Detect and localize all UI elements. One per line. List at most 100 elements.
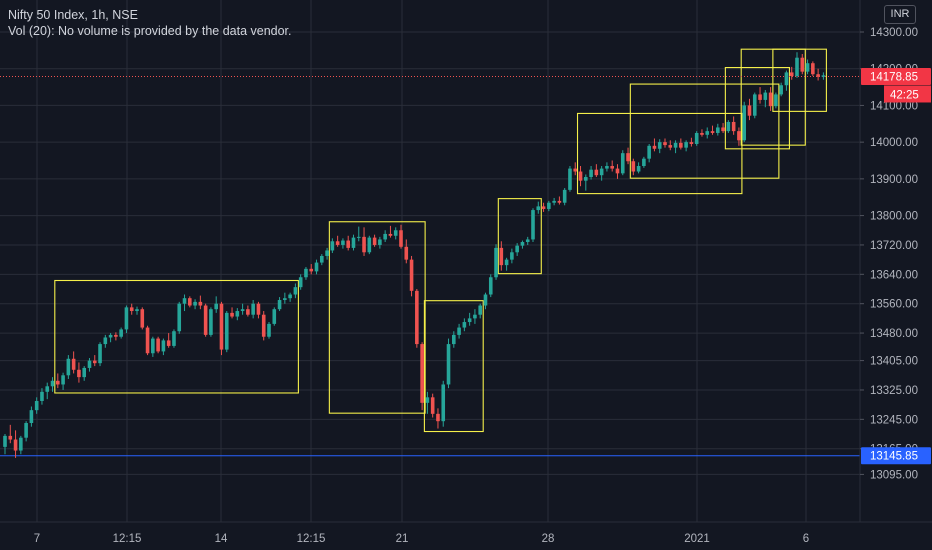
candle[interactable]: [584, 174, 588, 191]
candle[interactable]: [573, 162, 578, 176]
candle[interactable]: [156, 336, 160, 354]
candle[interactable]: [34, 397, 39, 414]
candle[interactable]: [161, 338, 166, 356]
candle[interactable]: [420, 342, 424, 411]
candle[interactable]: [510, 248, 514, 264]
candle[interactable]: [657, 139, 662, 154]
candle[interactable]: [605, 162, 609, 172]
candle[interactable]: [372, 234, 377, 247]
candle[interactable]: [515, 243, 519, 256]
candle[interactable]: [13, 430, 18, 458]
candle[interactable]: [499, 241, 504, 271]
candle[interactable]: [700, 129, 704, 137]
candle[interactable]: [108, 333, 113, 343]
candle[interactable]: [367, 235, 372, 255]
candle[interactable]: [684, 140, 688, 152]
candle[interactable]: [283, 292, 287, 304]
candle[interactable]: [209, 307, 213, 337]
candle[interactable]: [24, 421, 28, 442]
rectangle-drawing[interactable]: [54, 279, 299, 394]
candle[interactable]: [599, 166, 604, 181]
candle[interactable]: [188, 296, 192, 308]
candle[interactable]: [203, 303, 208, 337]
candle[interactable]: [298, 274, 303, 290]
candle[interactable]: [29, 406, 34, 427]
rectangle-drawing[interactable]: [423, 300, 484, 433]
candle[interactable]: [172, 329, 176, 348]
candle[interactable]: [568, 166, 572, 192]
candle[interactable]: [716, 123, 720, 136]
candle[interactable]: [98, 342, 102, 367]
candle[interactable]: [758, 87, 762, 104]
candle[interactable]: [356, 226, 361, 242]
candle[interactable]: [520, 240, 525, 249]
horizontal-level-tag[interactable]: 13145.85: [861, 447, 931, 465]
candle[interactable]: [261, 311, 266, 341]
candle[interactable]: [335, 235, 340, 247]
candle[interactable]: [114, 332, 118, 341]
candle[interactable]: [71, 351, 76, 374]
candle[interactable]: [92, 355, 97, 367]
candle[interactable]: [129, 303, 134, 315]
candle[interactable]: [626, 147, 630, 165]
candle[interactable]: [240, 303, 245, 315]
candle[interactable]: [77, 362, 81, 383]
candle[interactable]: [679, 138, 683, 150]
candle[interactable]: [642, 156, 646, 168]
candle[interactable]: [631, 158, 636, 176]
candle[interactable]: [805, 59, 810, 75]
candle[interactable]: [267, 322, 271, 339]
candle[interactable]: [462, 318, 467, 332]
candlestick-series[interactable]: [3, 52, 826, 458]
candle[interactable]: [452, 331, 456, 348]
candle[interactable]: [277, 297, 282, 312]
candle[interactable]: [689, 137, 694, 147]
candle[interactable]: [821, 72, 826, 80]
candle[interactable]: [504, 257, 509, 271]
candle[interactable]: [145, 325, 150, 356]
candle[interactable]: [404, 239, 409, 264]
symbol-title[interactable]: Nifty 50 Index, 1h, NSE: [8, 8, 138, 22]
candle[interactable]: [488, 274, 493, 298]
candle[interactable]: [441, 380, 446, 427]
candle[interactable]: [430, 393, 435, 418]
candle[interactable]: [393, 227, 398, 240]
candle[interactable]: [636, 162, 641, 174]
candle[interactable]: [135, 306, 139, 315]
candle[interactable]: [19, 435, 23, 455]
candle[interactable]: [795, 52, 799, 78]
candle[interactable]: [314, 259, 319, 275]
candle[interactable]: [140, 307, 145, 330]
candle[interactable]: [409, 255, 414, 297]
candle[interactable]: [494, 244, 498, 280]
candle[interactable]: [325, 247, 329, 260]
candle[interactable]: [811, 61, 815, 77]
rectangle-drawing[interactable]: [629, 83, 780, 179]
candle[interactable]: [525, 236, 530, 245]
candle[interactable]: [251, 300, 255, 319]
candle[interactable]: [351, 234, 356, 251]
candle[interactable]: [789, 66, 794, 80]
candle[interactable]: [193, 299, 197, 310]
rectangle-drawing[interactable]: [576, 112, 743, 195]
candle[interactable]: [182, 294, 187, 312]
candle[interactable]: [288, 292, 292, 302]
candle[interactable]: [731, 116, 736, 135]
candle[interactable]: [119, 327, 123, 339]
candle[interactable]: [330, 238, 335, 254]
candle[interactable]: [45, 382, 50, 400]
candle[interactable]: [219, 301, 224, 356]
candle[interactable]: [594, 164, 599, 178]
rectangle-drawings[interactable]: [54, 48, 827, 433]
candle[interactable]: [478, 303, 482, 319]
candle[interactable]: [214, 296, 218, 313]
candle[interactable]: [198, 295, 203, 310]
candle[interactable]: [552, 197, 556, 206]
candle[interactable]: [673, 140, 678, 154]
candle[interactable]: [541, 202, 546, 212]
candle[interactable]: [668, 140, 673, 151]
candle[interactable]: [816, 68, 820, 81]
candle[interactable]: [742, 101, 746, 143]
candle[interactable]: [647, 143, 651, 163]
